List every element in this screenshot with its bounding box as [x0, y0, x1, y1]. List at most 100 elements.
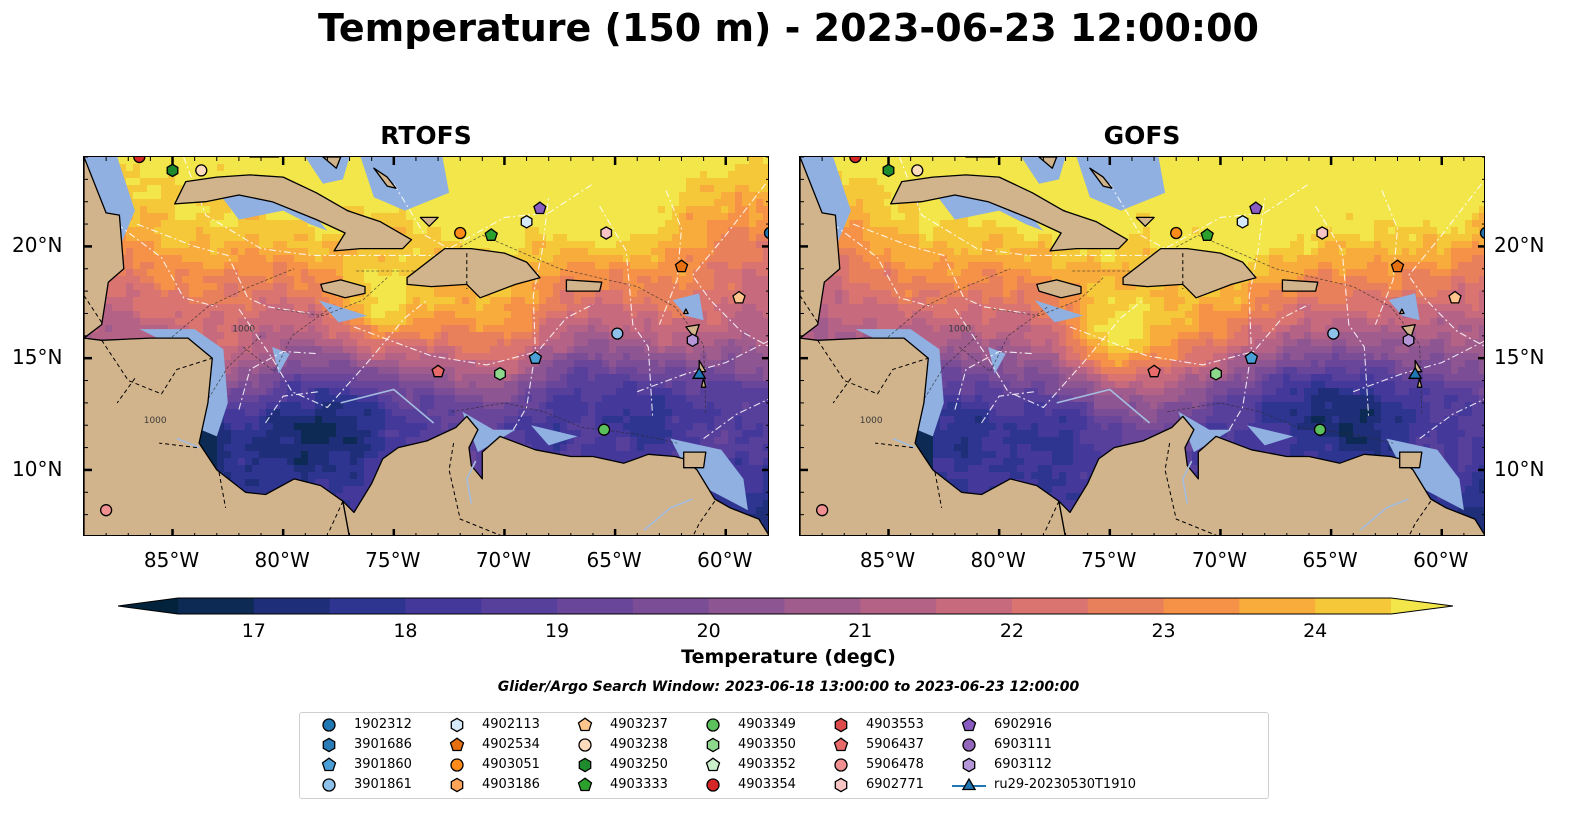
- platform-marker-4903237[interactable]: [1448, 290, 1462, 304]
- x-tick-label: 70°W: [475, 548, 532, 572]
- platform-marker-4903349[interactable]: [1313, 423, 1327, 436]
- platform-marker-6902916[interactable]: [1249, 201, 1263, 215]
- legend-circle-icon[interactable]: [450, 758, 464, 772]
- legend-marker-icon: [577, 777, 593, 792]
- colorbar-bin: [784, 598, 861, 614]
- platform-marker-4903350[interactable]: [1210, 366, 1222, 381]
- landmass-bahamas2: [373, 167, 397, 189]
- platform-marker-4903238[interactable]: [911, 164, 924, 177]
- legend-circle-icon[interactable]: [706, 718, 720, 732]
- platform-marker-ru29-20230530T1910[interactable]: [1407, 366, 1423, 379]
- landmass-cuba: [174, 174, 413, 252]
- legend-label: 6903111: [994, 737, 1052, 752]
- colorbar-bin: [481, 598, 558, 614]
- landmass-antilles3: [1416, 377, 1423, 388]
- legend-pentagon-icon[interactable]: [577, 777, 593, 792]
- legend-circle-icon[interactable]: [322, 778, 336, 792]
- legend-marker-icon: [322, 737, 336, 753]
- platform-marker-6903112[interactable]: [1402, 333, 1415, 348]
- legend-pentagon-icon[interactable]: [961, 717, 977, 732]
- legend-pentagon-icon[interactable]: [449, 737, 465, 752]
- platform-marker-4902534[interactable]: [1390, 259, 1405, 273]
- legend-label: 4903333: [610, 777, 668, 792]
- legend-label: 5906478: [866, 757, 924, 772]
- x-tick-label: 80°W: [970, 548, 1026, 572]
- rtofs-map[interactable]: 1000 1000: [83, 156, 769, 536]
- platform-marker-4903354[interactable]: [133, 157, 146, 164]
- legend-hexagon-icon[interactable]: [962, 757, 976, 773]
- legend-circle-icon[interactable]: [322, 718, 336, 732]
- platform-marker-1902312[interactable]: [1479, 227, 1486, 239]
- platform-marker-4903238[interactable]: [195, 164, 208, 177]
- platform-marker-6902771[interactable]: [1316, 226, 1329, 240]
- legend-hexagon-icon[interactable]: [450, 777, 464, 793]
- platform-marker-6902916[interactable]: [533, 201, 547, 215]
- platform-marker-1902312[interactable]: [763, 227, 770, 239]
- x-tick-label: 65°W: [1302, 548, 1358, 572]
- panel-title-rtofs: RTOFS: [380, 121, 472, 150]
- legend-hexagon-icon[interactable]: [834, 717, 848, 733]
- legend-hexagon-icon[interactable]: [322, 737, 336, 753]
- legend-pentagon-icon[interactable]: [321, 757, 337, 772]
- platform-marker-4903250[interactable]: [166, 163, 179, 178]
- platform-marker-6902771[interactable]: [600, 226, 613, 240]
- landmass-trinidad: [683, 451, 707, 469]
- legend-marker-icon: [450, 717, 464, 733]
- platform-marker-4902534[interactable]: [674, 259, 689, 273]
- x-tick-label: 85°W: [143, 548, 200, 572]
- colorbar-tick-label: 24: [1303, 620, 1328, 642]
- platform-marker-4903250[interactable]: [882, 163, 895, 178]
- legend-label: 3901686: [354, 737, 412, 752]
- legend-label: 5906437: [866, 737, 924, 752]
- legend-circle-icon[interactable]: [834, 758, 848, 772]
- platform-marker-4903333[interactable]: [1200, 228, 1214, 241]
- platform-marker-ru29-20230530T1910[interactable]: [691, 366, 707, 379]
- colorbar-tick-label: 18: [393, 620, 418, 642]
- platform-marker-4903237[interactable]: [732, 290, 746, 304]
- land: [84, 157, 768, 535]
- legend-pentagon-icon[interactable]: [705, 757, 721, 772]
- legend-hexagon-icon[interactable]: [450, 717, 464, 733]
- platform-marker-3901861[interactable]: [1327, 327, 1340, 340]
- platform-marker-3901860[interactable]: [1244, 351, 1259, 364]
- legend-pentagon-icon[interactable]: [577, 717, 593, 732]
- colorbar-bin: [860, 598, 937, 614]
- platform-marker-3901860[interactable]: [528, 351, 543, 364]
- colorbar-bin: [1239, 598, 1316, 614]
- colorbar-bin: [936, 598, 1013, 614]
- platform-marker-4903354[interactable]: [849, 157, 862, 164]
- platform-marker-5906437[interactable]: [431, 364, 445, 378]
- platform-marker-3901861[interactable]: [611, 327, 624, 340]
- x-tick-label: 70°W: [1191, 548, 1248, 572]
- legend-label: 6902771: [866, 777, 924, 792]
- map-canvas: 1000 1000: [84, 157, 770, 535]
- platform-marker-6903112[interactable]: [686, 333, 699, 348]
- legend-circle-icon[interactable]: [706, 778, 720, 792]
- legend-circle-icon[interactable]: [962, 738, 976, 752]
- legend-hexagon-icon[interactable]: [706, 737, 720, 753]
- platform-marker-5906478[interactable]: [815, 504, 829, 517]
- legend-hexagon-icon[interactable]: [578, 757, 592, 773]
- legend-pentagon-icon[interactable]: [833, 737, 849, 752]
- platform-marker-4902113[interactable]: [520, 214, 533, 229]
- legend-hexagon-icon[interactable]: [834, 777, 848, 793]
- platform-marker-4902113[interactable]: [1236, 214, 1249, 229]
- landmass-trinidad: [1399, 451, 1423, 469]
- platform-marker-5906478[interactable]: [99, 504, 113, 517]
- colorbar-bin: [708, 598, 785, 614]
- landmass-southAmerica: [342, 415, 768, 535]
- platform-marker-4903051[interactable]: [1170, 226, 1183, 240]
- landmass-antilles1: [685, 323, 700, 339]
- platform-marker-5906437[interactable]: [1147, 364, 1161, 378]
- platform-marker-4903350[interactable]: [494, 366, 506, 381]
- x-tick-label: 80°W: [254, 548, 310, 572]
- platform-marker-4903333[interactable]: [484, 228, 498, 241]
- landmass-antilles4: [683, 308, 689, 315]
- gofs-map[interactable]: 1000 1000: [799, 156, 1485, 536]
- y-tick-label-left: 15°N: [12, 345, 63, 370]
- legend-triangle-icon[interactable]: [961, 777, 977, 791]
- legend-circle-icon[interactable]: [578, 738, 592, 752]
- platform-marker-4903349[interactable]: [597, 423, 611, 436]
- platform-marker-4903051[interactable]: [454, 226, 467, 240]
- country-borders: [800, 253, 1432, 535]
